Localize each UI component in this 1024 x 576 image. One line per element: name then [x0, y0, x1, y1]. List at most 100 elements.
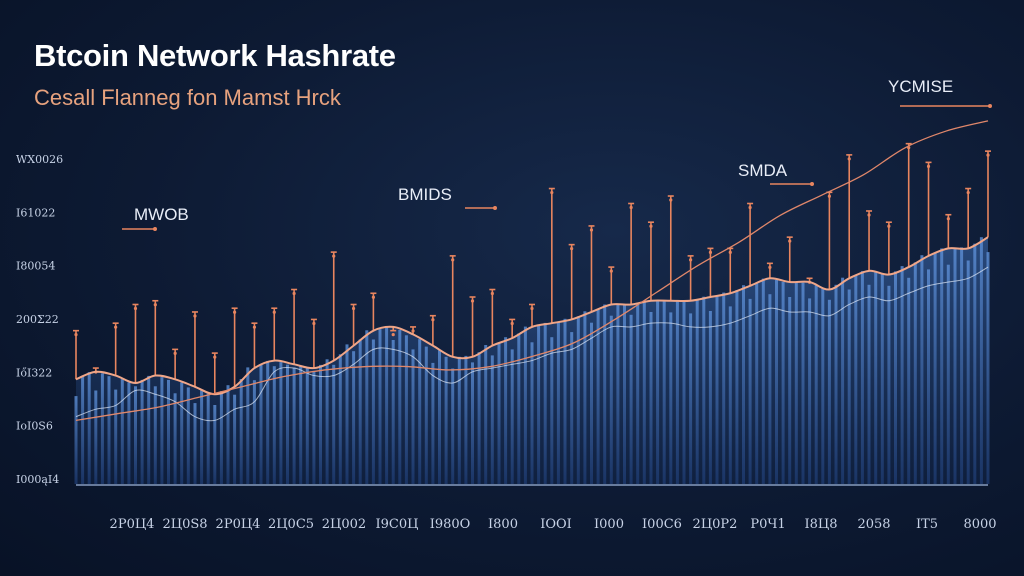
hashrate-bar — [114, 389, 118, 484]
hashrate-bar — [332, 364, 336, 484]
hashrate-bar — [457, 356, 461, 484]
hashrate-bar — [358, 339, 362, 484]
hashrate-bar — [775, 279, 778, 484]
hashrate-bar — [153, 386, 157, 484]
peak-spike — [350, 303, 357, 346]
hashrate-bar — [107, 376, 111, 484]
hashrate-bar — [239, 379, 243, 484]
hashrate-bar — [404, 335, 408, 484]
peak-spike — [330, 251, 337, 361]
hashrate-bar — [920, 255, 924, 484]
hashrate-bar — [352, 351, 356, 484]
hashrate-bar — [371, 339, 375, 484]
hashrate-bar — [841, 277, 845, 484]
hashrate-bar — [689, 313, 693, 484]
hashrate-bar — [748, 298, 752, 484]
y-tick-label: I61022 — [16, 206, 55, 219]
hashrate-bar — [74, 396, 78, 484]
peak-spike — [945, 213, 952, 249]
peak-spike — [73, 329, 79, 380]
peak-spike — [251, 322, 258, 369]
hashrate-bar — [887, 285, 891, 484]
hashrate-bar — [814, 285, 818, 484]
hashrate-bar — [728, 306, 732, 484]
hashrate-bar — [233, 394, 237, 484]
peak-spike — [469, 296, 476, 357]
hashrate-bar — [81, 376, 85, 484]
x-tick-label: 2Р0Ц4 — [216, 517, 261, 532]
annotation-label: SMDA — [738, 161, 788, 180]
peak-spike — [588, 225, 595, 312]
peak-spike — [965, 187, 972, 249]
x-tick-label: I800 — [488, 517, 518, 532]
hashrate-bar — [880, 273, 884, 484]
hashrate-bar — [662, 300, 666, 484]
hashrate-bar — [438, 350, 441, 484]
hashrate-bar — [213, 405, 217, 484]
x-tick-label: 2Р0Ц4 — [110, 517, 155, 532]
hashrate-bar — [424, 346, 428, 484]
hashrate-bar — [894, 271, 897, 484]
hashrate-bar — [259, 364, 263, 484]
hashrate-bar — [180, 382, 184, 484]
hashrate-bar — [609, 315, 613, 484]
y-tick-label: IοI0S6 — [16, 420, 53, 433]
hashrate-bar — [556, 321, 560, 484]
hashrate-bar — [537, 325, 541, 484]
y-tick-label: 200Ʃ22 — [16, 313, 59, 326]
hashrate-bar — [927, 269, 930, 484]
hashrate-bar — [827, 299, 831, 484]
y-tick-label: I000ąI4 — [16, 473, 59, 486]
hashrate-bar — [206, 393, 210, 484]
hashrate-bar — [431, 362, 435, 484]
hashrate-bar — [497, 342, 501, 484]
hashrate-bar — [464, 355, 468, 484]
peak-spike — [271, 307, 278, 361]
hashrate-bar — [504, 337, 508, 484]
hashrate-bar — [246, 367, 250, 484]
hashrate-bar — [867, 284, 871, 484]
peak-spike — [727, 247, 734, 294]
hashrate-bar — [847, 289, 851, 484]
x-tick-label: I980O — [430, 517, 471, 532]
hashrate-bar — [860, 271, 864, 484]
hashrate-bar — [134, 386, 137, 484]
peak-spike — [291, 288, 298, 365]
hashrate-bar — [305, 367, 309, 484]
hashrate-bar — [834, 284, 838, 484]
peak-spike — [132, 303, 139, 384]
hashrate-bar — [854, 275, 858, 484]
hashrate-bar — [979, 237, 983, 484]
peak-spike — [628, 202, 635, 305]
hashrate-bar — [252, 380, 256, 484]
y-tick-label: WХ0026 — [16, 153, 63, 166]
hashrate-bar — [603, 304, 607, 484]
hashrate-bar — [953, 248, 957, 484]
hashrate-bar — [821, 288, 825, 484]
hashrate-bar — [365, 330, 369, 484]
hashrate-bar — [272, 366, 276, 484]
annotation: BMIDS — [398, 185, 497, 210]
hashrate-bar — [543, 322, 547, 484]
hashrate-bar — [907, 277, 911, 484]
hashrate-bar — [226, 385, 230, 484]
peak-spike — [786, 236, 793, 283]
hashrate-bar — [629, 314, 633, 484]
annotation: SMDA — [738, 161, 814, 186]
peak-spike — [747, 202, 754, 286]
hashrate-bar — [219, 391, 223, 484]
base-line — [75, 266, 989, 422]
hashrate-bar — [986, 252, 990, 484]
hashrate-bar — [781, 282, 785, 484]
annotation: MWOB — [122, 205, 189, 231]
peak-spike — [529, 303, 535, 327]
hashrate-bar — [675, 300, 679, 484]
peak-spike — [885, 221, 892, 275]
x-tick-label: 8000 — [963, 517, 996, 532]
x-tick-label: 2Ц0С5 — [268, 517, 314, 532]
hashrate-bar — [530, 342, 534, 484]
hashrate-bar — [913, 262, 917, 484]
hashrate-bar — [345, 344, 349, 484]
hashrate-bar — [471, 362, 474, 484]
chart-title: Btcoin Network Hashrate — [34, 38, 396, 73]
